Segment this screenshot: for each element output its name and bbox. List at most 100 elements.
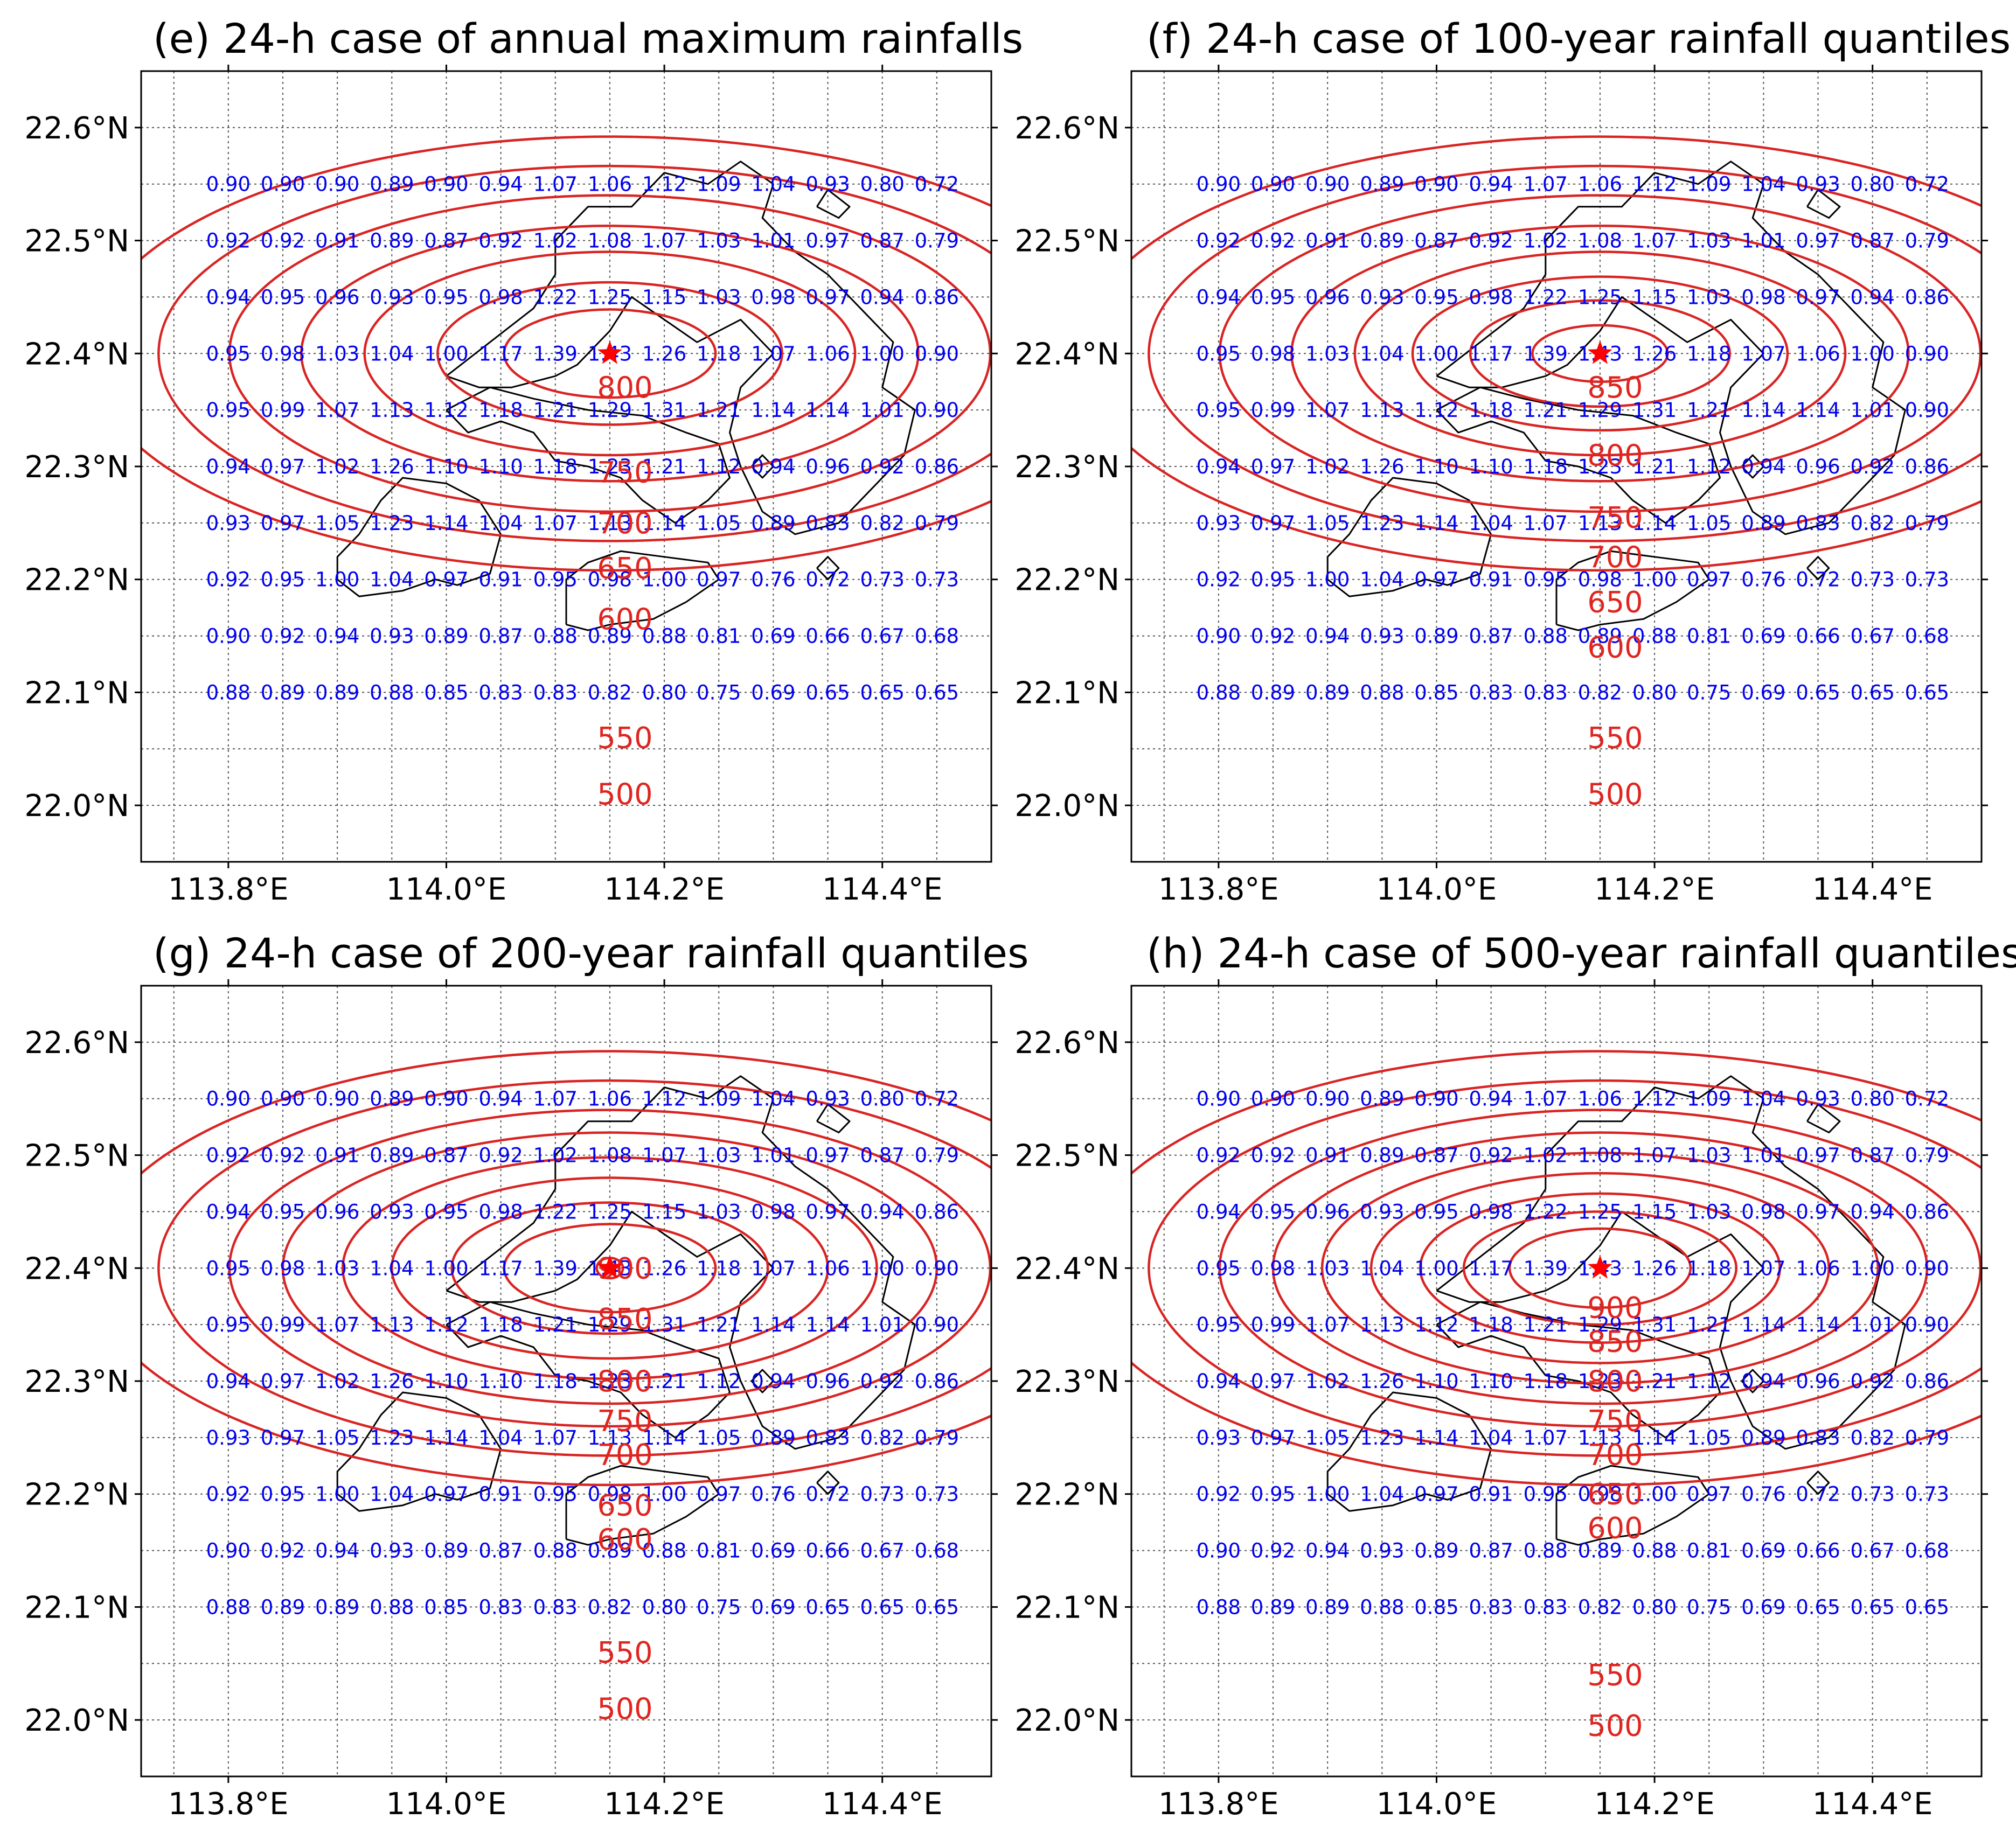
ratio-value: 0.93 [206,512,251,535]
ratio-value: 0.90 [915,1257,959,1280]
ratio-value: 0.89 [1305,1595,1350,1619]
ratio-value: 0.96 [1305,285,1350,309]
ratio-value: 0.92 [1251,229,1295,253]
ratio-value: 1.14 [642,1426,686,1449]
ratio-value: 1.25 [1578,285,1622,309]
ratio-value: 1.04 [370,342,414,365]
ratio-value: 0.65 [805,681,850,704]
ratio-value: 0.97 [805,1200,850,1223]
ratio-value: 0.89 [1305,681,1350,704]
contour-label-650: 650 [597,1489,652,1523]
ratio-value: 0.79 [1905,512,1949,535]
ratio-value: 0.90 [1251,1088,1295,1111]
ratio-value: 0.83 [1796,512,1840,535]
contour-900 [1508,1227,1692,1309]
ratio-value: 0.83 [478,681,523,704]
ratio-value: 0.92 [206,1144,251,1167]
contour-label-550: 550 [1587,721,1643,755]
lon-tick-label: 113.8°E [168,872,289,907]
contour-label-900: 900 [1587,1291,1643,1325]
ratio-value: 1.02 [1524,229,1568,253]
ratio-value: 0.90 [1197,625,1241,648]
coastline [336,1075,916,1546]
ratio-value: 0.73 [1905,568,1949,591]
contour-label-650: 650 [597,552,652,586]
ratio-value: 0.89 [1251,1595,1295,1619]
coastline-segment [336,1391,502,1512]
ratio-value: 0.95 [1251,1200,1295,1223]
ratio-value: 1.18 [478,399,523,422]
coastline-segment [1326,1391,1492,1512]
contour-850 [1531,324,1669,383]
ratio-value: 1.04 [1741,173,1785,196]
ratio-value: 0.66 [1796,625,1840,648]
ratio-value: 0.72 [1796,1483,1840,1506]
ratio-value: 0.90 [915,1313,959,1336]
ratio-value: 0.94 [206,1200,251,1223]
ratio-value: 0.93 [1197,1426,1241,1449]
ratio-value: 1.02 [533,1144,578,1167]
ratio-value: 1.02 [1524,1144,1568,1167]
ratio-value: 0.69 [1741,681,1785,704]
ratio-value: 0.98 [1469,285,1513,309]
contour-label-800: 800 [597,1364,652,1398]
ratio-value: 0.89 [370,1088,414,1111]
ratio-value: 0.90 [1197,173,1241,196]
contour-label-650: 650 [1587,586,1643,619]
lat-tick-label: 22.3°N [1014,450,1120,485]
ratio-value: 1.10 [478,1370,523,1393]
ratio-value: 1.23 [370,1426,414,1449]
ratio-value: 0.65 [1905,1595,1949,1619]
coastline-segment [565,550,720,631]
ratio-value: 1.07 [1524,173,1568,196]
ratio-value: 0.72 [915,1088,959,1111]
lon-tick-label: 114.0°E [1377,1787,1497,1822]
ratio-value: 0.65 [1796,1595,1840,1619]
contour-500 [141,135,991,572]
ratio-value: 0.90 [915,399,959,422]
ratio-value: 0.94 [1197,1200,1241,1223]
ratio-value: 1.06 [588,173,632,196]
star-icon [597,1255,622,1279]
ratio-value: 0.95 [261,1200,305,1223]
ratio-value: 1.21 [642,455,686,478]
ratio-value: 0.99 [261,1313,305,1336]
ratio-value: 0.97 [424,568,468,591]
ratio-value: 1.01 [860,1313,904,1336]
contour-label-800: 800 [1587,438,1643,472]
ratio-value: 1.07 [1741,1257,1785,1280]
ratio-value: 1.00 [315,1483,359,1506]
ratio-value: 0.90 [1905,1313,1949,1336]
ratio-value: 1.03 [1687,1144,1731,1167]
ratio-value: 0.69 [751,625,795,648]
ratio-value: 0.89 [1251,681,1295,704]
ratio-value: 1.00 [1632,568,1677,591]
ratio-value: 1.10 [424,1370,468,1393]
ratio-value: 1.02 [315,1370,359,1393]
ratio-value: 0.72 [915,173,959,196]
ratio-value: 0.65 [1850,681,1894,704]
ratio-value: 0.86 [915,1200,959,1223]
ratio-value: 1.21 [533,399,578,422]
contour-label-650: 650 [1587,1477,1643,1511]
ratio-value: 1.00 [642,1483,686,1506]
ratio-value: 1.39 [1524,1257,1568,1280]
ratio-value: 0.95 [206,342,251,365]
ratio-value: 1.00 [1850,1257,1894,1280]
contour-650 [281,1131,939,1405]
coastline-segment [1436,161,1906,535]
ratio-value: 1.08 [588,1144,632,1167]
ratio-value: 0.91 [1305,229,1350,253]
ratio-value: 0.98 [1578,568,1622,591]
ratio-value: 1.39 [533,342,578,365]
ratio-value: 0.92 [206,229,251,253]
lat-tick-label: 22.0°N [24,789,129,824]
ratio-value: 1.07 [751,342,795,365]
coastline-segment [1806,1470,1830,1495]
contour-lines [1131,135,1982,572]
lon-tick-label: 114.4°E [1812,872,1933,907]
ratio-value: 0.97 [1414,568,1458,591]
ratio-value: 1.03 [697,229,741,253]
ratio-value: 0.98 [478,285,523,309]
ratio-value: 0.92 [1251,1539,1295,1563]
